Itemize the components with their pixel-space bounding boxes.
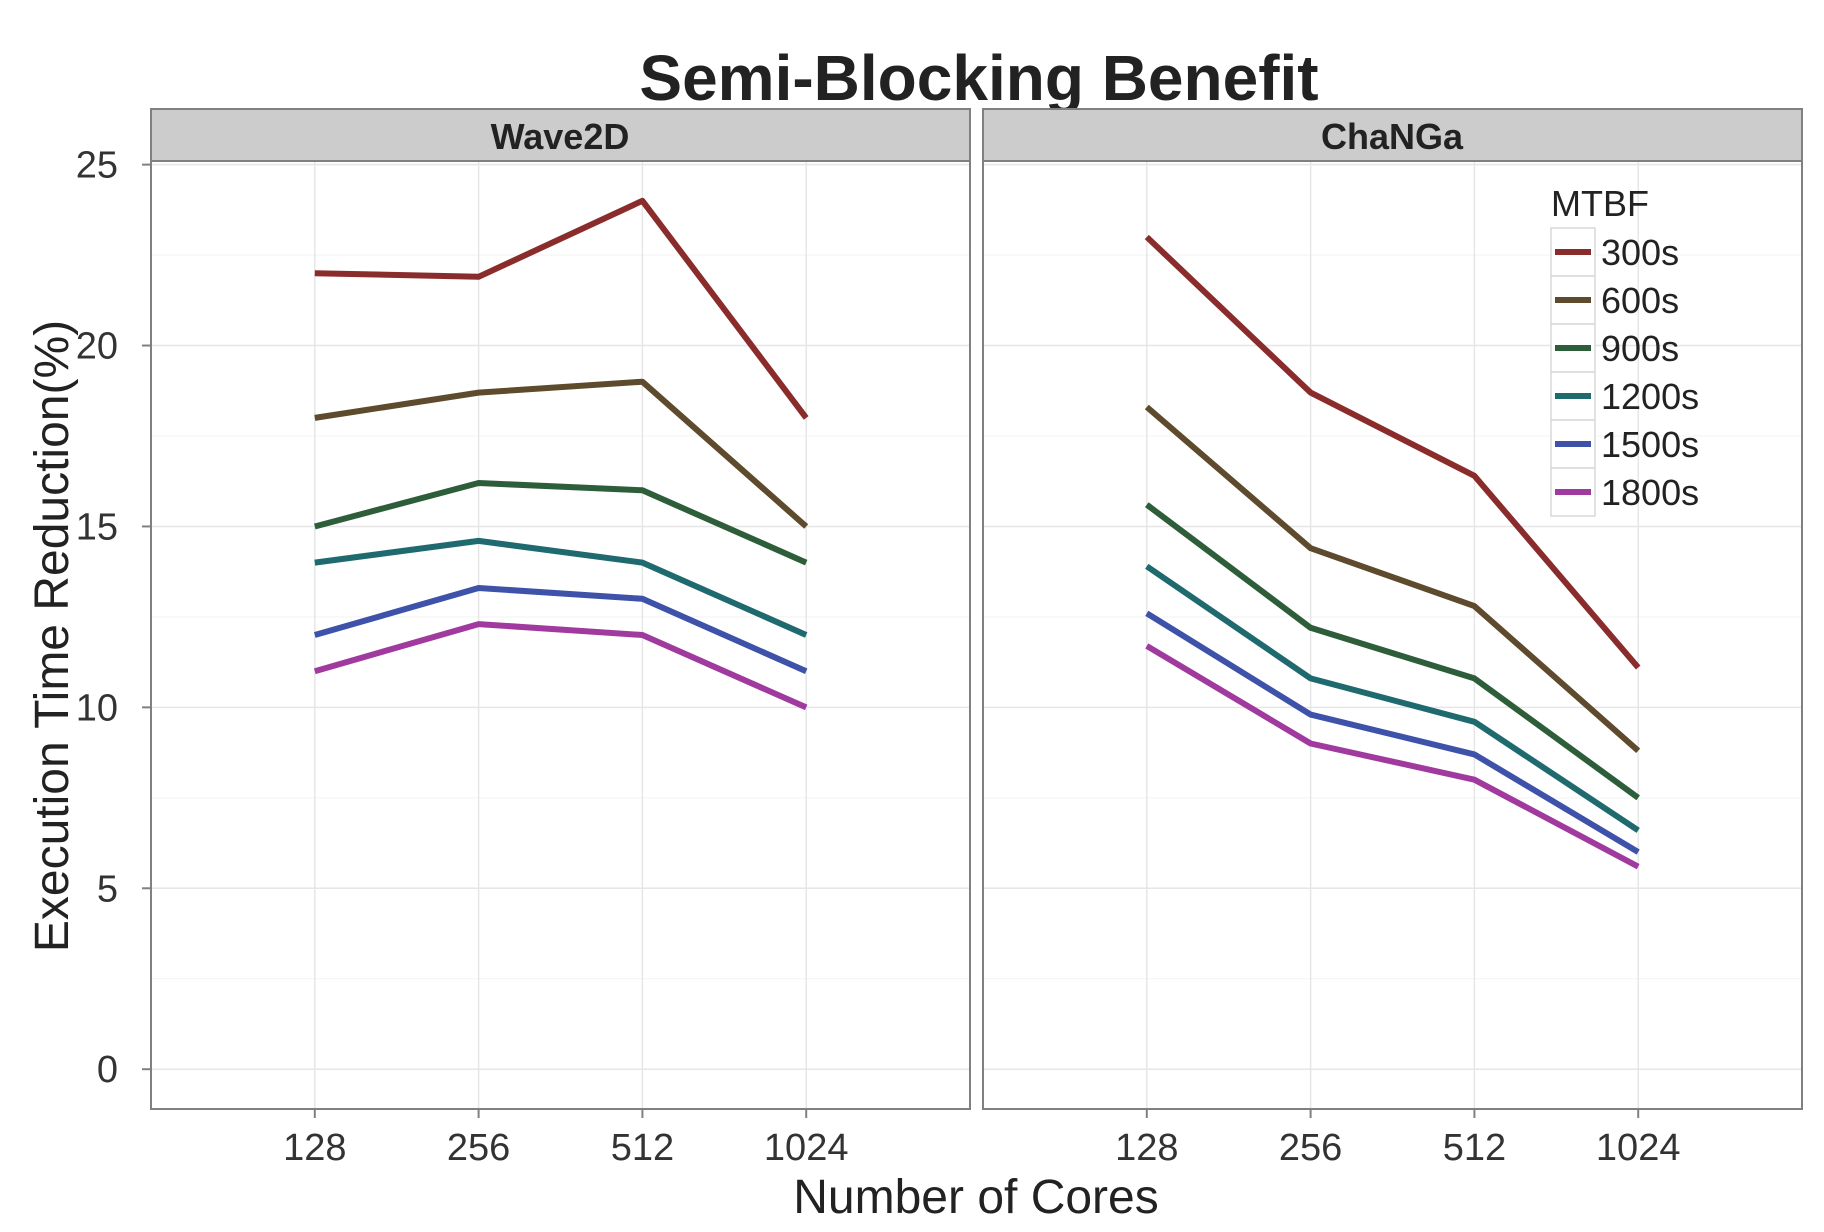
series-line-changa-1800s [1145,643,1640,870]
legend-label-1200s: 1200s [1601,376,1699,417]
y-tick-label: 5 [97,868,118,910]
series-line-changa-300s [1144,234,1641,670]
legend-label-1800s: 1800s [1601,472,1699,513]
chart-title: Semi-Blocking Benefit [639,42,1318,114]
y-tick-label: 25 [76,145,118,187]
series-line-changa-1200s [1145,563,1640,833]
y-tick-label: 0 [97,1049,118,1091]
series-line-wave2d-1200s [314,537,808,638]
series-line-wave2d-1500s [313,585,808,674]
panel-changa-border [982,160,1803,1110]
legend: MTBF 300s 600s 900s 1200s 1500s 1800s [1550,183,1699,517]
panel-background [151,161,970,1109]
panel-wave2d-series [313,197,809,711]
x-axis-wave2d: 128 256 512 1024 [283,1109,848,1169]
x-tick-label: 128 [1115,1127,1178,1169]
panel-changa-grid [983,161,1802,1109]
series-line-changa-600s [1144,404,1641,754]
series-line-wave2d-900s [314,480,808,566]
panel-changa-strip-label: ChaNGa [1321,116,1464,157]
panel-changa-series [1144,234,1641,870]
y-axis: 0 5 10 15 20 25 [76,145,151,1091]
x-axis-title: Number of Cores [793,1171,1158,1224]
legend-label-300s: 300s [1601,232,1679,273]
panel-wave2d-grid [151,161,970,1109]
y-tick-label: 10 [76,687,118,729]
x-tick-label: 1024 [764,1127,849,1169]
panel-changa: ChaNGa [982,108,1803,1110]
x-axis-changa: 128 256 512 1024 [1115,1109,1680,1169]
y-axis-title: Execution Time Reduction(%) [26,320,79,952]
panel-background [983,161,1802,1109]
legend-title: MTBF [1551,183,1649,224]
x-tick-label: 256 [447,1127,510,1169]
x-tick-label: 128 [283,1127,346,1169]
panel-wave2d-strip [150,108,971,162]
x-tick-label: 1024 [1596,1127,1681,1169]
x-tick-label: 256 [1279,1127,1342,1169]
series-line-wave2d-1800s [313,621,808,711]
series-line-changa-900s [1144,502,1640,801]
panel-wave2d-strip-label: Wave2D [491,116,630,157]
legend-label-1500s: 1500s [1601,424,1699,465]
x-tick-label: 512 [611,1127,674,1169]
series-line-changa-1500s [1145,610,1640,855]
legend-label-600s: 600s [1601,280,1679,321]
y-tick-label: 20 [76,326,118,368]
series-line-wave2d-300s [314,197,809,420]
x-tick-label: 512 [1443,1127,1506,1169]
series-line-wave2d-600s [314,378,809,529]
panel-wave2d-border [150,160,971,1110]
panel-changa-strip [982,108,1803,162]
y-tick-label: 15 [76,506,118,548]
legend-label-900s: 900s [1601,328,1679,369]
panel-wave2d: Wave2D [150,108,971,1110]
